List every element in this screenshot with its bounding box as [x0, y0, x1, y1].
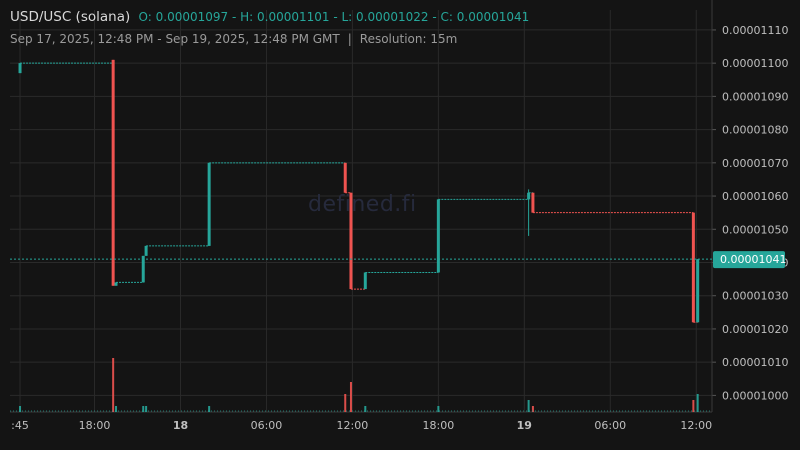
candle-body	[207, 162, 211, 246]
y-tick-label: 0.00001100	[722, 57, 788, 70]
volume-bar	[437, 406, 440, 412]
volume-bar	[145, 406, 148, 412]
volume-bar	[364, 406, 367, 412]
x-tick-label: 18	[173, 419, 188, 432]
candle-body	[144, 245, 148, 256]
candle-body	[111, 59, 115, 286]
x-tick-label: :45	[11, 419, 29, 432]
candle-body	[343, 162, 347, 193]
y-tick-label: 0.00001050	[722, 223, 788, 236]
y-tick-label: 0.00001110	[722, 24, 788, 37]
candle-body	[436, 199, 440, 273]
y-tick-label: 0.00001080	[722, 124, 788, 137]
x-tick-label: 18:00	[79, 419, 111, 432]
candle-body	[363, 272, 367, 290]
volume-bar	[208, 406, 211, 412]
ohlc-readout: O: 0.00001097 - H: 0.00001101 - L: 0.000…	[138, 10, 530, 24]
y-tick-label: 0.00001020	[722, 323, 788, 336]
volume-bar	[115, 406, 118, 412]
y-tick-label: 0.00001010	[722, 356, 788, 369]
volume-bar	[692, 400, 695, 412]
x-tick-label: 18:00	[423, 419, 455, 432]
volume-bar	[349, 382, 352, 412]
volume-bar	[531, 406, 534, 412]
separator: |	[347, 32, 352, 46]
y-tick-label: 0.00001000	[722, 389, 788, 402]
watermark: defined.fi	[308, 192, 417, 217]
last-price-label: 0.00001041	[720, 253, 786, 266]
candle-body	[696, 259, 700, 323]
candle-body	[691, 212, 695, 323]
candle-body	[531, 192, 535, 213]
y-tick-label: 0.00001060	[722, 190, 788, 203]
symbol-title: USD/USC (solana)	[10, 9, 131, 25]
chart-subheader: Sep 17, 2025, 12:48 PM - Sep 19, 2025, 1…	[10, 32, 457, 46]
date-range: Sep 17, 2025, 12:48 PM - Sep 19, 2025, 1…	[10, 32, 340, 46]
x-tick-label: 06:00	[594, 419, 626, 432]
volume-bar	[142, 406, 145, 412]
candle-body	[349, 192, 353, 290]
chart-header: USD/USC (solana) O: 0.00001097 - H: 0.00…	[10, 9, 529, 25]
y-tick-label: 0.00001070	[722, 157, 788, 170]
candle-body	[141, 255, 145, 283]
last-price-tag	[713, 251, 785, 269]
resolution-label: Resolution: 15m	[359, 32, 458, 46]
volume-bar	[19, 406, 22, 412]
candle-body	[527, 192, 531, 200]
volume-bar	[344, 394, 347, 412]
x-tick-label: 06:00	[251, 419, 283, 432]
candle-body	[114, 282, 118, 286]
x-tick-label: 19	[517, 419, 532, 432]
x-tick-label: 12:00	[680, 419, 712, 432]
volume-bar	[112, 358, 115, 412]
volume-bar	[527, 400, 530, 412]
y-tick-label: 0.00001030	[722, 290, 788, 303]
x-tick-label: 12:00	[337, 419, 369, 432]
volume-bar	[696, 394, 699, 412]
candle-body	[18, 63, 22, 74]
y-tick-label: 0.00001090	[722, 90, 788, 103]
